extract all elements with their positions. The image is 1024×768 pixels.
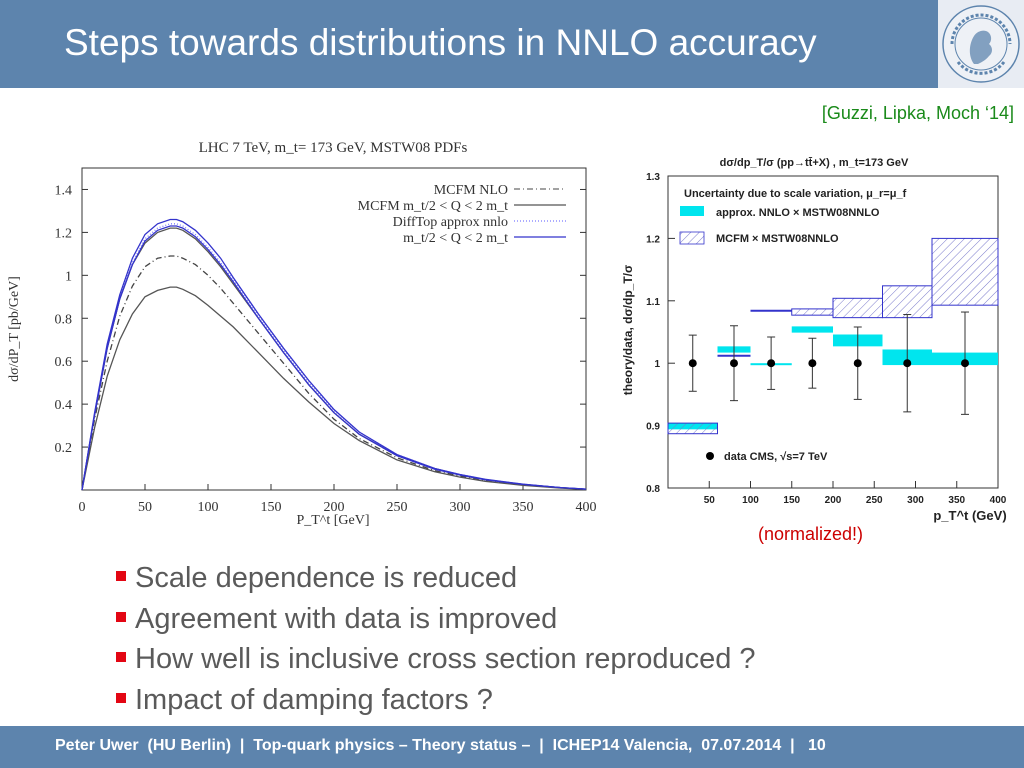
chart-left-legend: MCFM NLO MCFM m_t/2 < Q < 2 m_t DiffTop … bbox=[358, 183, 566, 246]
y-tick-label: 1 bbox=[654, 359, 660, 370]
seal-icon bbox=[942, 5, 1020, 83]
data-point bbox=[688, 359, 697, 368]
y-tick-label: 0.6 bbox=[55, 355, 73, 370]
chart-left-ylabel: dσ/dP_T [pb/GeV] bbox=[7, 276, 22, 382]
x-tick-label: 400 bbox=[576, 500, 597, 515]
y-tick-label: 0.8 bbox=[646, 484, 660, 495]
bullet-text: Scale dependence is reduced bbox=[135, 562, 518, 594]
data-point bbox=[767, 359, 776, 368]
y-tick-label: 0.4 bbox=[55, 398, 73, 413]
x-tick-label: 200 bbox=[324, 500, 345, 515]
mcfm-band bbox=[667, 422, 718, 435]
theory-data-ratio-chart: dσ/dp_T/σ (pp→tt̄+X) , m_t=173 GeV 0.80.… bbox=[621, 157, 1007, 523]
chart-right-bars bbox=[667, 237, 999, 435]
university-logo bbox=[938, 0, 1024, 88]
data-point bbox=[961, 359, 969, 368]
bullet-list: Scale dependence is reduced Agreement wi… bbox=[116, 558, 756, 720]
y-tick-label: 1.1 bbox=[646, 297, 660, 308]
legend-swatch-nnlo bbox=[680, 206, 704, 216]
y-tick-label: 1.3 bbox=[646, 172, 660, 183]
bullet-text: How well is inclusive cross section repr… bbox=[135, 643, 756, 675]
bullet-square-icon bbox=[116, 652, 126, 662]
mcfm-band bbox=[791, 308, 834, 316]
legend-subtitle: Uncertainty due to scale variation, μ_r=… bbox=[684, 188, 907, 200]
slide-footer: Peter Uwer (HU Berlin) | Top-quark physi… bbox=[0, 726, 1024, 768]
chart-right-xlabel: p_T^t (GeV) bbox=[933, 508, 1006, 523]
x-tick-label: 250 bbox=[387, 500, 408, 515]
x-tick-label: 200 bbox=[825, 495, 842, 506]
chart-left-xlabel: P_T^t [GeV] bbox=[296, 513, 369, 528]
pt-distribution-chart: LHC 7 TeV, m_t= 173 GeV, MSTW08 PDFs 0.2… bbox=[7, 140, 597, 528]
chart-right-yticks: 0.8 0.9 1 1.1 1.2 1.3 bbox=[646, 172, 675, 495]
data-point bbox=[903, 359, 912, 368]
x-tick-label: 0 bbox=[79, 500, 86, 515]
x-tick-label: 300 bbox=[907, 495, 924, 506]
y-tick-label: 0.2 bbox=[55, 441, 73, 456]
mcfm-band bbox=[832, 297, 883, 319]
bullet-square-icon bbox=[116, 611, 126, 622]
x-tick-label: 350 bbox=[513, 500, 534, 515]
x-tick-label: 100 bbox=[742, 495, 759, 506]
citation: [Guzzi, Lipka, Moch ‘14] bbox=[821, 103, 1014, 123]
legend-label-mcfm: MCFM × MSTW08NNLO bbox=[716, 233, 839, 245]
data-point bbox=[853, 359, 862, 368]
bullet-item: Impact of damping factors ? bbox=[116, 680, 756, 721]
series-line-5 bbox=[81, 225, 587, 491]
normalized-note: (normalized!) bbox=[758, 524, 864, 544]
nnlo-band bbox=[791, 326, 833, 333]
y-tick-label: 1.2 bbox=[646, 234, 660, 245]
slide-header: Steps towards distributions in NNLO accu… bbox=[0, 0, 1024, 88]
legend-label-difftop-band: m_t/2 < Q < 2 m_t bbox=[403, 231, 508, 246]
x-tick-label: 350 bbox=[948, 495, 965, 506]
chart-left-xticks: 0 50 100 150 200 250 300 350 400 bbox=[79, 484, 597, 515]
x-tick-label: 250 bbox=[866, 495, 883, 506]
bullet-text: Impact of damping factors ? bbox=[135, 683, 493, 716]
series-line-3 bbox=[81, 223, 587, 491]
x-tick-label: 150 bbox=[261, 500, 282, 515]
y-tick-label: 1.2 bbox=[55, 226, 73, 241]
legend-swatch-mcfm bbox=[679, 231, 705, 245]
legend-label-data: data CMS, √s=7 TeV bbox=[724, 451, 828, 463]
mcfm-band bbox=[931, 237, 999, 306]
bullet-square-icon bbox=[116, 692, 126, 703]
chart-right-ylabel: theory/data, dσ/dp_T/σ bbox=[621, 265, 635, 395]
x-tick-label: 400 bbox=[990, 495, 1007, 506]
bullet-item: How well is inclusive cross section repr… bbox=[116, 639, 756, 680]
slide-title: Steps towards distributions in NNLO accu… bbox=[64, 22, 817, 63]
legend-label-mcfm-band: MCFM m_t/2 < Q < 2 m_t bbox=[358, 199, 508, 214]
y-tick-label: 1.4 bbox=[55, 183, 73, 198]
bullet-text: Agreement with data is improved bbox=[135, 602, 558, 635]
chart-left-series bbox=[81, 218, 587, 491]
chart-left-yticks: 0.2 0.4 0.6 0.8 1 1.2 1.4 bbox=[55, 183, 586, 456]
legend-swatch-data bbox=[706, 452, 714, 460]
legend-label-nnlo: approx. NNLO × MSTW08NNLO bbox=[716, 207, 880, 219]
chart-right-legend: Uncertainty due to scale variation, μ_r=… bbox=[679, 188, 907, 463]
bullet-item: Scale dependence is reduced bbox=[116, 558, 756, 599]
chart-left-title: LHC 7 TeV, m_t= 173 GeV, MSTW08 PDFs bbox=[199, 140, 468, 156]
data-point bbox=[730, 359, 738, 368]
y-tick-label: 0.8 bbox=[55, 312, 73, 327]
legend-label-difftop: DiffTop approx nnlo bbox=[393, 215, 508, 230]
y-tick-label: 0.9 bbox=[646, 422, 660, 433]
x-tick-label: 50 bbox=[704, 495, 716, 506]
series-line-2 bbox=[81, 227, 587, 491]
x-tick-label: 300 bbox=[450, 500, 471, 515]
chart-right-title: dσ/dp_T/σ (pp→tt̄+X) , m_t=173 GeV bbox=[720, 157, 909, 169]
series-line-1 bbox=[81, 286, 587, 491]
x-tick-label: 100 bbox=[198, 500, 219, 515]
footer-text: Peter Uwer (HU Berlin) | Top-quark physi… bbox=[55, 737, 826, 754]
legend-label-mcfm-nlo: MCFM NLO bbox=[434, 183, 508, 198]
bullet-square-icon bbox=[116, 571, 126, 581]
series-line-4 bbox=[81, 218, 587, 491]
x-tick-label: 150 bbox=[783, 495, 800, 506]
x-tick-label: 50 bbox=[138, 500, 152, 515]
data-point bbox=[808, 359, 817, 368]
mcfm-band bbox=[882, 285, 933, 319]
y-tick-label: 1 bbox=[65, 269, 72, 284]
bullet-item: Agreement with data is improved bbox=[116, 599, 756, 640]
chart-right-xticks: 50 100 150 200 250 300 350 400 bbox=[704, 481, 1007, 506]
chart-left-frame bbox=[81, 167, 587, 491]
